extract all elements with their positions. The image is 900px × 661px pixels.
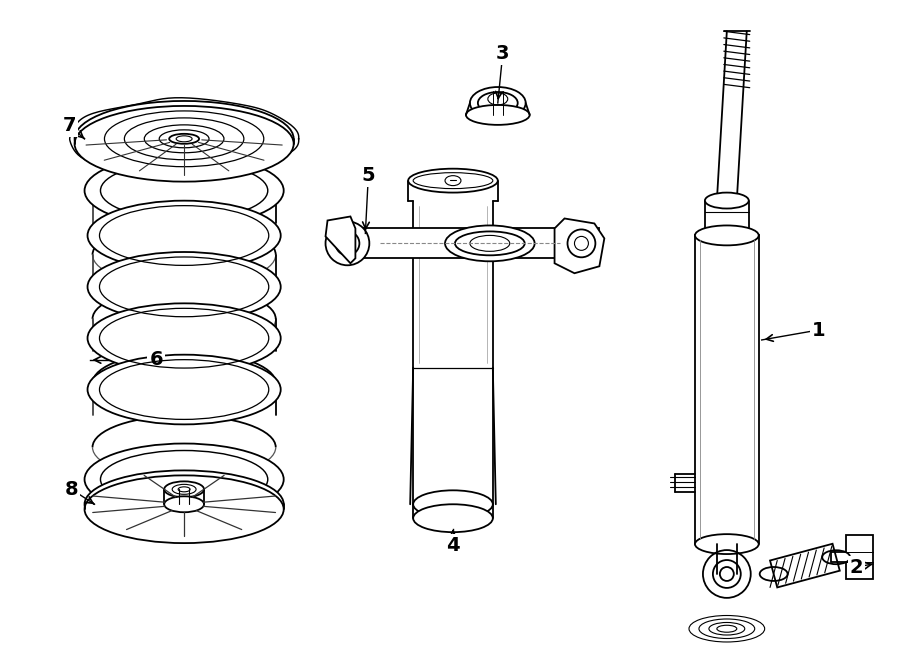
Ellipse shape bbox=[87, 303, 281, 373]
Ellipse shape bbox=[85, 471, 284, 538]
Ellipse shape bbox=[75, 101, 293, 176]
Ellipse shape bbox=[409, 169, 498, 192]
Ellipse shape bbox=[75, 106, 293, 182]
Ellipse shape bbox=[85, 444, 284, 515]
Ellipse shape bbox=[169, 134, 199, 144]
Ellipse shape bbox=[470, 87, 526, 119]
Ellipse shape bbox=[705, 192, 749, 208]
Polygon shape bbox=[356, 229, 599, 258]
Ellipse shape bbox=[695, 534, 759, 554]
Text: 7: 7 bbox=[63, 116, 76, 136]
Ellipse shape bbox=[87, 355, 281, 424]
Text: 3: 3 bbox=[496, 44, 509, 63]
Ellipse shape bbox=[705, 227, 749, 243]
Ellipse shape bbox=[85, 155, 284, 227]
Ellipse shape bbox=[164, 496, 204, 512]
Text: 4: 4 bbox=[446, 535, 460, 555]
Ellipse shape bbox=[87, 201, 281, 270]
Ellipse shape bbox=[87, 252, 281, 322]
Ellipse shape bbox=[85, 475, 284, 543]
Text: 5: 5 bbox=[362, 166, 375, 185]
Text: 2: 2 bbox=[850, 557, 863, 576]
Ellipse shape bbox=[695, 225, 759, 245]
Text: 8: 8 bbox=[65, 480, 78, 499]
Text: 1: 1 bbox=[812, 321, 825, 340]
Ellipse shape bbox=[445, 225, 535, 261]
Polygon shape bbox=[554, 219, 604, 273]
Text: 6: 6 bbox=[149, 350, 163, 369]
Ellipse shape bbox=[326, 221, 369, 265]
Ellipse shape bbox=[164, 481, 204, 497]
Ellipse shape bbox=[466, 105, 530, 125]
Polygon shape bbox=[326, 217, 356, 263]
Ellipse shape bbox=[413, 504, 493, 532]
Ellipse shape bbox=[413, 490, 493, 518]
